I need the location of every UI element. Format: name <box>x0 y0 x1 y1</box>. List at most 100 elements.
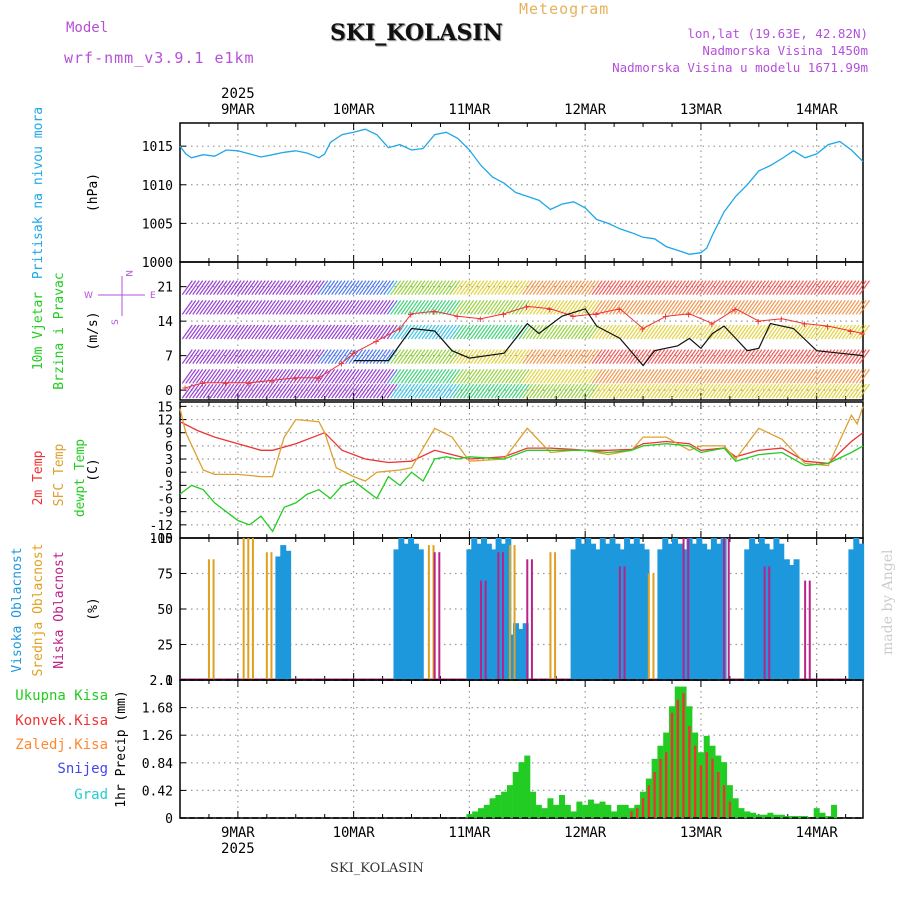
cloud-mid-bar <box>242 538 245 680</box>
cloud-high-bar <box>672 538 679 680</box>
wind-barb <box>181 349 193 364</box>
wind-barb <box>504 300 516 315</box>
wind-barb <box>525 300 537 315</box>
wind-barb <box>376 369 388 384</box>
wind-gust-marker: + <box>500 308 507 321</box>
wind-barb <box>417 280 429 295</box>
wind-barb <box>845 300 857 315</box>
wind-barb <box>490 369 502 384</box>
wind-barb <box>282 349 294 364</box>
wind-barb <box>313 383 325 399</box>
wind-barb <box>855 349 867 364</box>
wind-barb <box>761 280 773 295</box>
wind-barb <box>435 324 447 340</box>
wind-barb <box>636 383 648 399</box>
wind-barb <box>487 369 499 384</box>
wind-barb <box>657 280 669 295</box>
cloud-high-bar <box>508 634 515 680</box>
wind-barb <box>859 383 871 399</box>
wind-barb <box>678 349 690 364</box>
wind-barb <box>549 383 561 399</box>
wind-gust-marker: + <box>454 310 461 323</box>
wind-barb <box>369 369 381 384</box>
wind-barb <box>775 369 787 384</box>
wind-barb <box>483 300 495 315</box>
y-axis-label: (m/s) <box>86 311 101 350</box>
wind-barb <box>650 280 662 295</box>
wind-barb <box>532 280 544 295</box>
wind-barb <box>598 280 610 295</box>
wind-barb <box>442 349 454 364</box>
cloud-mid-bar <box>513 545 516 680</box>
wind-barb <box>608 383 620 399</box>
wind-barb <box>664 369 676 384</box>
panel-frame <box>179 122 864 263</box>
wind-barb <box>532 324 544 340</box>
wind-barb <box>261 324 273 340</box>
wind-barb <box>331 300 343 315</box>
wind-barb <box>581 324 593 340</box>
wind-barb <box>543 300 554 315</box>
y-tick-label: 0.42 <box>142 784 173 799</box>
wind-barb <box>848 383 860 399</box>
cloud-mid-bar <box>427 545 430 680</box>
wind-barb <box>536 369 548 384</box>
wind-barb <box>685 369 697 384</box>
wind-barb <box>431 383 443 399</box>
wind-barb <box>522 300 534 315</box>
cloud-high-bar <box>590 543 597 680</box>
wind-barb <box>477 369 488 384</box>
wind-barb <box>355 300 367 315</box>
wind-barb <box>355 324 367 340</box>
wind-barb <box>268 369 280 384</box>
wind-barb <box>417 324 429 340</box>
wind-barb <box>661 280 673 295</box>
wind-barb <box>240 300 252 315</box>
wind-barb <box>518 280 530 295</box>
wind-barb <box>845 349 857 364</box>
wind-barb <box>351 383 363 399</box>
wind-barb <box>727 300 739 315</box>
wind-barb <box>775 300 787 315</box>
precip-total-bar <box>778 814 785 818</box>
wind-barb <box>508 383 520 399</box>
y-tick-label: 1.26 <box>142 729 173 744</box>
precip-total-bar <box>796 816 803 818</box>
wind-barb <box>560 280 572 295</box>
cloud-high-bar <box>512 623 519 680</box>
cloud-high-bar <box>638 543 645 680</box>
wind-barb <box>338 383 350 399</box>
wind-barb <box>289 369 301 384</box>
wind-barb <box>355 383 367 399</box>
precip-total-bar <box>553 804 560 818</box>
wind-barb <box>539 383 551 399</box>
wind-barb <box>619 349 631 364</box>
wind-barb <box>456 383 468 399</box>
wind-barb <box>341 383 353 399</box>
wind-barb <box>424 324 436 340</box>
wind-barb <box>282 280 294 295</box>
wind-barb <box>629 383 641 399</box>
wind-barb <box>233 349 245 364</box>
wind-barb <box>775 280 787 295</box>
precip-total-bar <box>605 804 612 818</box>
temp2m-line <box>179 421 864 465</box>
wind-barb <box>577 383 589 399</box>
wind-barb <box>261 383 273 399</box>
wind-barb <box>338 324 350 340</box>
wind-barb <box>793 280 805 295</box>
wind-barb <box>740 324 752 340</box>
y-tick-label: 25 <box>157 639 173 654</box>
wind-barb <box>768 300 780 315</box>
wind-barb <box>376 383 388 399</box>
wind-barb <box>247 280 259 295</box>
wind-barb <box>310 383 322 399</box>
wind-barb <box>813 300 825 315</box>
wind-barb <box>369 300 381 315</box>
wind-barb <box>223 280 235 295</box>
wind-barb <box>608 349 620 364</box>
wind-barb <box>852 300 864 315</box>
wind-barb <box>202 383 214 399</box>
wind-barb <box>397 349 409 364</box>
wind-barb <box>296 349 308 364</box>
